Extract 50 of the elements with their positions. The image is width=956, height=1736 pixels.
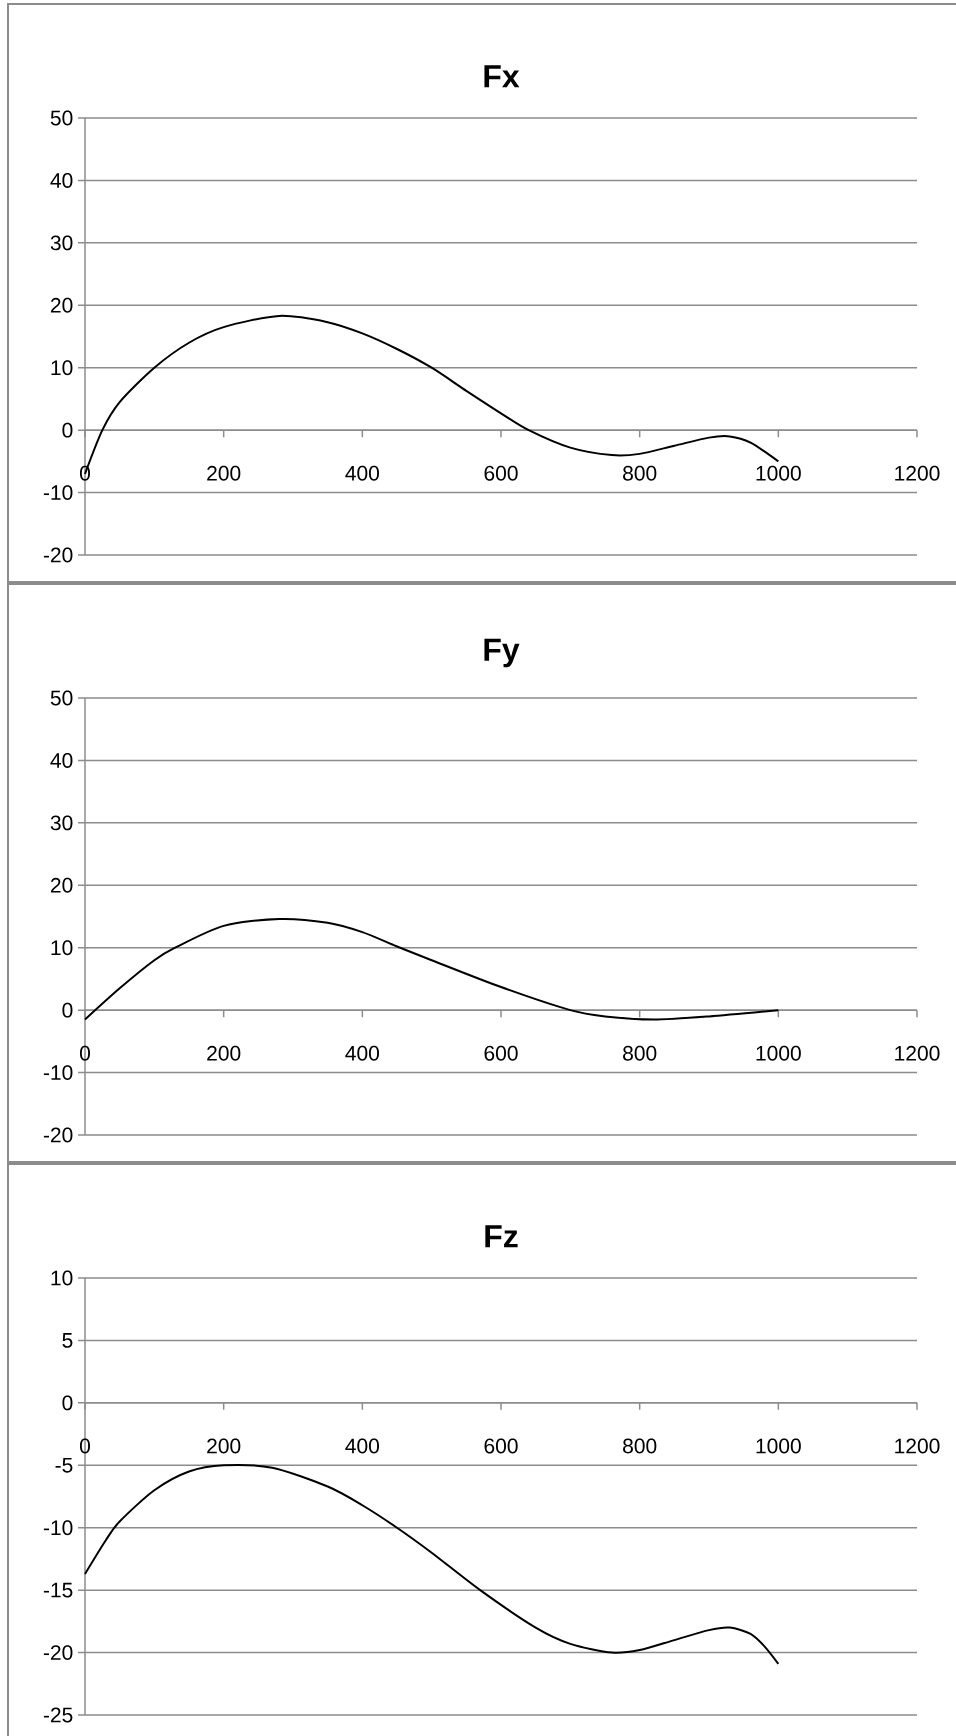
x-tick-label: 400: [345, 1045, 380, 1061]
x-tick-label: 800: [623, 1045, 657, 1061]
y-tick-label: 5: [62, 1333, 73, 1348]
x-tick-label: 400: [345, 465, 380, 481]
x-tick-label: 1200: [895, 465, 940, 481]
y-tick-label: 20: [50, 877, 73, 893]
x-tick-label: 1200: [895, 1438, 940, 1454]
y-tick-label: 20: [50, 297, 73, 313]
x-tick-label: 1000: [756, 1045, 801, 1061]
y-tick-label: -10: [43, 1065, 73, 1081]
y-tick-label: 10: [51, 1270, 73, 1286]
x-tick-label: 800: [623, 465, 657, 481]
x-tick-label: 1000: [756, 1438, 801, 1454]
y-tick-label: -10: [43, 1520, 73, 1536]
y-tick-label: 0: [62, 422, 73, 438]
x-tick-label: 0: [79, 465, 91, 481]
x-tick-label: 200: [207, 1045, 241, 1061]
x-tick-label: 600: [484, 1438, 518, 1454]
chart-title: Fz: [485, 1225, 518, 1248]
x-tick-label: 400: [345, 1438, 380, 1454]
y-tick-label: -20: [43, 547, 73, 563]
y-tick-label: 10: [51, 360, 73, 376]
y-tick-label: -20: [43, 1127, 73, 1143]
y-tick-label: 0: [62, 1002, 73, 1018]
x-tick-label: 600: [484, 1045, 518, 1061]
y-tick-label: 40: [50, 753, 73, 768]
x-tick-label: 200: [207, 465, 241, 481]
y-tick-label: 50: [50, 110, 73, 126]
x-tick-label: 200: [207, 1438, 241, 1454]
y-tick-label: 30: [50, 815, 73, 831]
x-tick-label: 0: [79, 1438, 91, 1454]
y-tick-label: -5: [55, 1457, 73, 1473]
y-tick-label: 30: [50, 235, 73, 251]
y-tick-label: 40: [50, 173, 73, 188]
x-tick-label: 800: [623, 1438, 657, 1454]
line-series: [84, 1464, 780, 1665]
y-tick-label: -10: [43, 485, 73, 501]
chart-title: Fx: [484, 65, 520, 88]
line-series: [84, 917, 780, 1021]
y-tick-label: 0: [62, 1395, 73, 1411]
x-tick-label: 1200: [895, 1045, 940, 1061]
y-tick-label: -20: [43, 1645, 73, 1661]
y-tick-label: -25: [43, 1707, 73, 1723]
chart-title: Fy: [484, 638, 520, 668]
x-tick-label: 600: [484, 465, 518, 481]
x-tick-label: 1000: [756, 465, 801, 481]
x-tick-label: 0: [79, 1045, 91, 1061]
y-tick-label: 50: [50, 690, 73, 706]
y-tick-label: -15: [43, 1582, 73, 1598]
y-tick-label: 10: [51, 940, 73, 956]
